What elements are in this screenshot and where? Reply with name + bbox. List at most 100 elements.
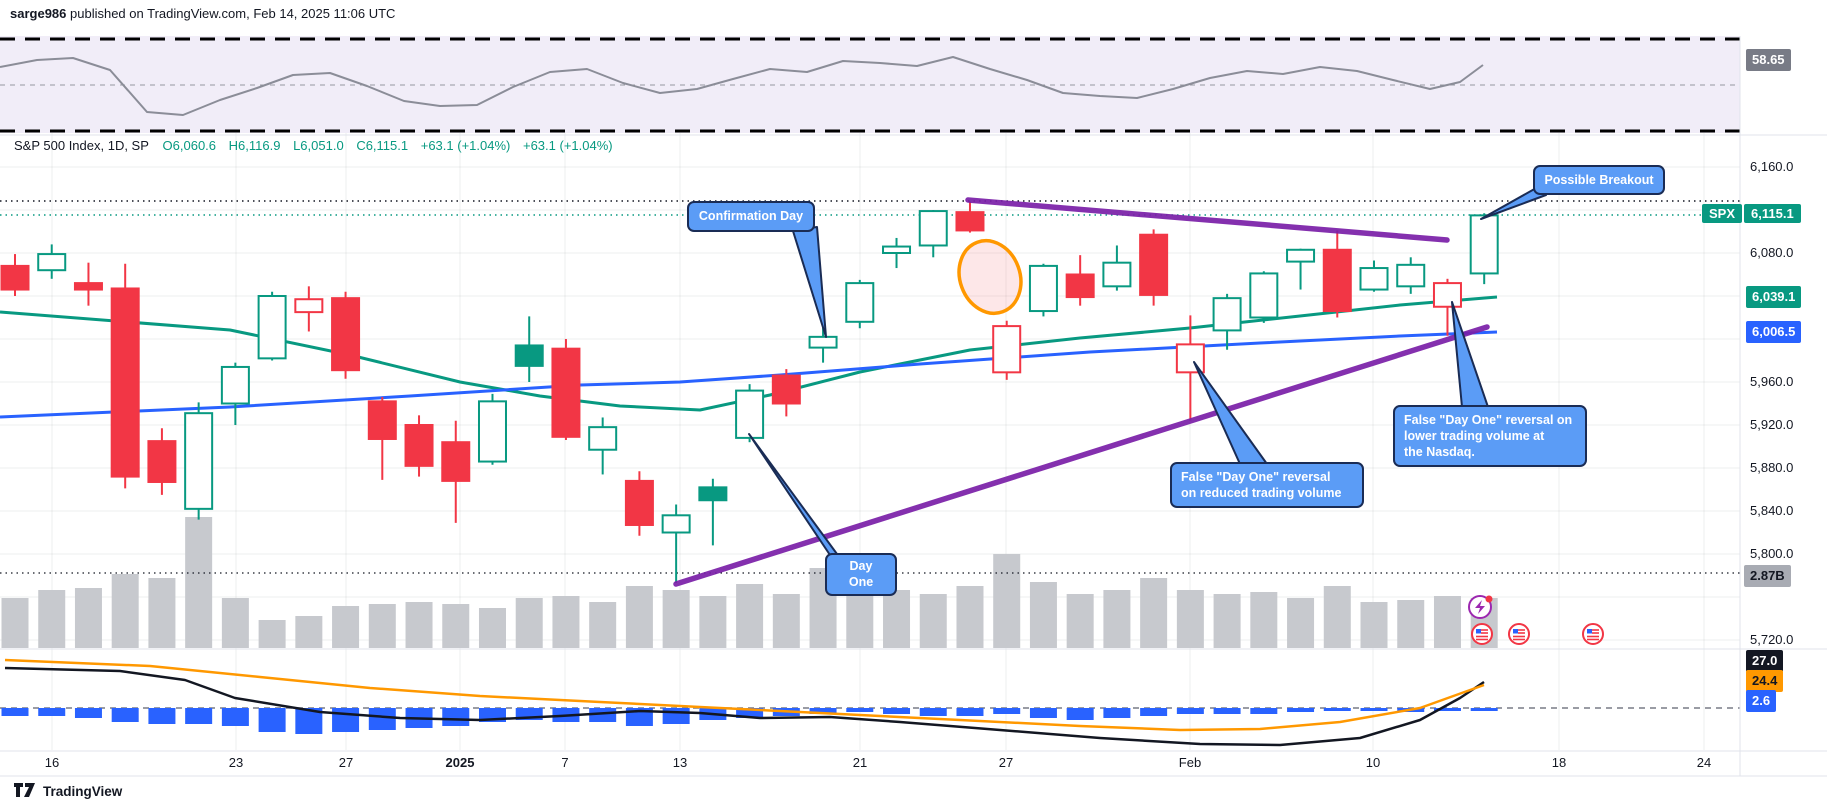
price-axis-label: 5,840.0: [1750, 503, 1794, 518]
oscillator-histogram-bar: [1287, 708, 1315, 712]
callout-pointer-false-day-one-volume[interactable]: [1193, 361, 1268, 465]
candle-Dec-24: [257, 291, 287, 361]
purple-trendline[interactable]: [673, 324, 1490, 587]
volume-value-badge: 2.87B: [1744, 565, 1791, 587]
us-economic-event-icon[interactable]: [1582, 623, 1604, 645]
us-economic-event-icon[interactable]: [1508, 623, 1530, 645]
callout-pointer-false-day-one-nasdaq[interactable]: [1451, 301, 1489, 408]
candle-Dec-20: [184, 402, 214, 520]
oscillator-histogram-bar: [111, 708, 139, 722]
callout-confirmation-day[interactable]: Confirmation Day: [687, 201, 815, 232]
price-axis-label: 6,080.0: [1750, 245, 1794, 260]
volume-bar: [111, 574, 139, 648]
volume-bar: [258, 620, 286, 648]
oscillator-histogram-bar: [883, 708, 911, 714]
oscillator-histogram-bar: [368, 708, 396, 730]
candle-Dec-18: [110, 263, 140, 489]
publish-header: sarge986 published on TradingView.com, F…: [10, 6, 395, 21]
callout-possible-breakout[interactable]: Possible Breakout: [1533, 165, 1665, 195]
candle-Jan-3: [477, 393, 507, 465]
volume-bar: [295, 616, 323, 648]
candle-Feb-10: [1359, 260, 1389, 292]
symbol-title-row[interactable]: S&P 500 Index, 1D, SP O6,060.6 H6,116.9 …: [14, 138, 622, 153]
ohlc-high: H6,116.9: [228, 138, 281, 153]
oscillator-histogram-bar: [1213, 708, 1241, 714]
earnings-event-icon[interactable]: [1468, 595, 1493, 619]
change-value: +63.1 (+1.04%): [420, 138, 511, 153]
time-axis-label[interactable]: 2025: [445, 755, 475, 770]
time-axis-label[interactable]: 13: [672, 755, 688, 770]
ticker-badge: SPX: [1702, 204, 1743, 223]
volume-bar: [442, 604, 470, 648]
candle-Jan-28: [1028, 263, 1058, 317]
time-axis-label[interactable]: 23: [228, 755, 244, 770]
oscillator-value-badge: 24.4: [1746, 670, 1784, 692]
candle-Dec-30: [367, 397, 397, 480]
candle-Jan-6: [514, 316, 544, 382]
candle-Jan-21: [845, 279, 875, 329]
oscillator-orange-line[interactable]: [4, 658, 1485, 732]
candle-Dec-17: [73, 262, 103, 306]
last-price-value: 6,115.1: [1744, 204, 1801, 223]
volume-bar: [368, 604, 396, 648]
oscillator-histogram-bar: [1140, 708, 1168, 716]
time-axis-label[interactable]: 27: [338, 755, 354, 770]
candle-Jan-27: [992, 320, 1022, 380]
ohlc-low: L6,051.0: [293, 138, 344, 153]
oscillator-histogram-bar: [221, 708, 249, 726]
volume-bar: [332, 606, 360, 648]
us-economic-event-icon[interactable]: [1471, 623, 1493, 645]
candle-Jan-10: [624, 471, 654, 536]
candle-Jan-7: [551, 339, 581, 441]
volume-bar: [1066, 594, 1094, 648]
oscillator-histogram-bar: [662, 708, 690, 724]
oscillator-black-line[interactable]: [4, 666, 1485, 747]
green-ma-value-badge: 6,039.1: [1746, 285, 1802, 308]
callout-pointer-day-one[interactable]: [748, 433, 849, 570]
callout-day-one[interactable]: Day One: [825, 553, 897, 596]
candle-Jan-15: [735, 384, 765, 443]
oscillator-histogram-bar: [919, 708, 947, 716]
volume-bar: [846, 588, 874, 648]
oscillator-value-badge: 27.0: [1746, 650, 1784, 672]
callout-false-day-one-volume[interactable]: False "Day One" reversal on reduced trad…: [1170, 462, 1364, 508]
candle-Jan-2: [441, 420, 471, 523]
time-axis-label[interactable]: 24: [1696, 755, 1712, 770]
volume-bar: [956, 586, 984, 648]
time-axis-label[interactable]: 10: [1365, 755, 1381, 770]
time-axis-label[interactable]: 27: [998, 755, 1014, 770]
callout-pointer-confirmation-day[interactable]: [792, 226, 827, 338]
oscillator-histogram-bar: [1066, 708, 1094, 720]
volume-bar: [552, 596, 580, 648]
oscillator-histogram-bar: [589, 708, 617, 722]
volume-bar: [1213, 594, 1241, 648]
callout-false-day-one-nasdaq[interactable]: False "Day One" reversal on lower tradin…: [1393, 405, 1587, 467]
candle-Dec-19: [147, 428, 177, 495]
last-price-badge[interactable]: SPX 6,115.1: [1702, 204, 1801, 223]
ohlc-open: O6,060.6: [162, 138, 217, 153]
candle-Feb-4: [1212, 293, 1242, 350]
oscillator-histogram-bar: [1323, 708, 1351, 711]
time-axis-label[interactable]: 16: [44, 755, 60, 770]
tradingview-logo[interactable]: TradingView: [14, 783, 122, 799]
candle-Jan-14: [698, 478, 728, 546]
tradingview-logo-text: TradingView: [43, 783, 123, 799]
oscillator-histogram-bar: [1470, 708, 1498, 711]
candle-Dec-23: [220, 362, 250, 425]
time-axis-label[interactable]: 21: [852, 755, 868, 770]
oscillator-histogram-bar: [258, 708, 286, 732]
time-axis-label[interactable]: 7: [561, 755, 569, 770]
purple-trendline[interactable]: [965, 197, 1450, 243]
oscillator-histogram-bar: [38, 708, 66, 716]
candle-Dec-16: [37, 244, 67, 279]
rsi-line[interactable]: [0, 56, 1484, 116]
volume-bar: [1250, 592, 1278, 648]
time-axis-label[interactable]: 18: [1551, 755, 1567, 770]
oscillator-histogram-bar: [956, 708, 984, 716]
candle-Jan-8: [588, 417, 618, 475]
time-axis-label[interactable]: Feb: [1178, 755, 1202, 770]
volume-bar: [1029, 582, 1057, 648]
highlight-ellipse[interactable]: [949, 232, 1031, 322]
